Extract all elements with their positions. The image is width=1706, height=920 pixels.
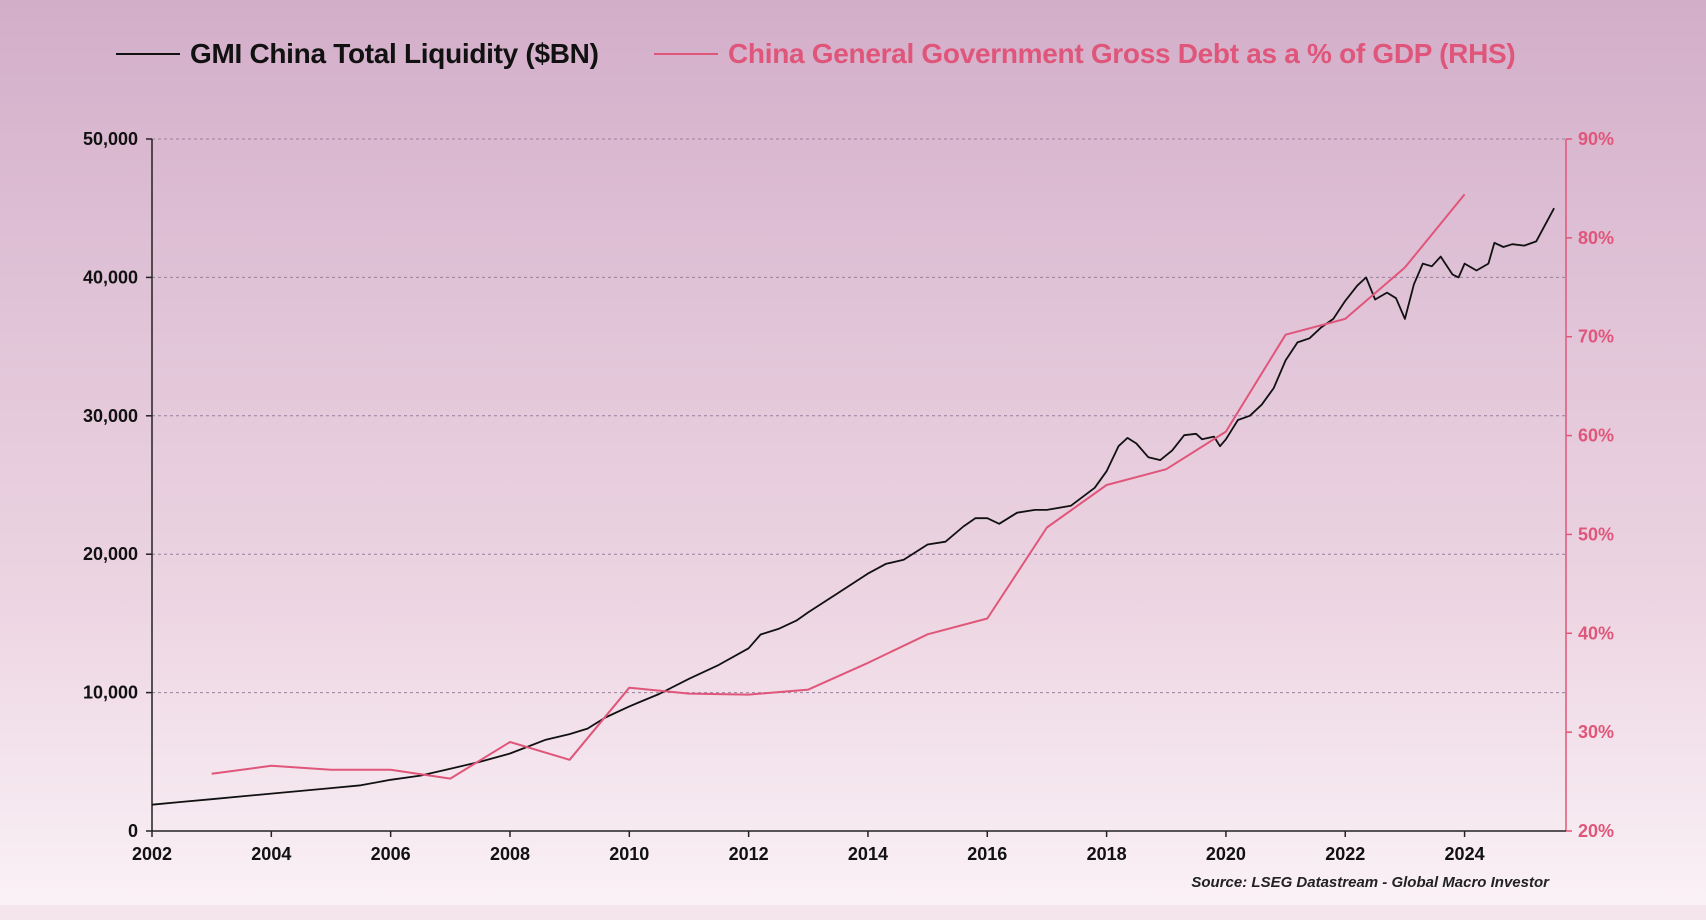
left-axis-tick-label: 0	[128, 821, 138, 841]
x-axis-tick-label: 2002	[132, 844, 172, 864]
debt-series-line	[211, 193, 1466, 780]
right-axis-tick-label: 90%	[1578, 129, 1614, 149]
chart-legend: GMI China Total Liquidity ($BN) China Ge…	[0, 38, 1706, 78]
right-axis-tick-label: 80%	[1578, 228, 1614, 248]
x-axis-tick-label: 2006	[371, 844, 411, 864]
x-axis-tick-label: 2004	[251, 844, 291, 864]
x-axis-tick-label: 2016	[967, 844, 1007, 864]
right-axis-tick-label: 40%	[1578, 623, 1614, 643]
liquidity-series-line	[151, 207, 1555, 806]
bottom-strip	[0, 905, 1706, 920]
right-axis-tick-label: 30%	[1578, 722, 1614, 742]
left-axis-tick-label: 30,000	[83, 406, 138, 426]
legend-line-debt	[654, 53, 718, 55]
right-axis-tick-label: 50%	[1578, 524, 1614, 544]
legend-label-liquidity: GMI China Total Liquidity ($BN)	[190, 38, 599, 69]
x-axis-tick-label: 2012	[729, 844, 769, 864]
x-axis-tick-label: 2010	[609, 844, 649, 864]
left-axis-tick-label: 20,000	[83, 544, 138, 564]
right-axis-tick-label: 70%	[1578, 327, 1614, 347]
x-axis-tick-label: 2020	[1206, 844, 1246, 864]
left-axis-tick-label: 40,000	[83, 267, 138, 287]
x-axis-tick-label: 2022	[1325, 844, 1365, 864]
right-axis-tick-label: 20%	[1578, 821, 1614, 841]
legend-item-debt: China General Government Gross Debt as a…	[654, 38, 1516, 70]
x-axis-tick-label: 2008	[490, 844, 530, 864]
legend-label-debt: China General Government Gross Debt as a…	[728, 38, 1516, 69]
right-axis-tick-label: 60%	[1578, 426, 1614, 446]
legend-item-liquidity: GMI China Total Liquidity ($BN)	[116, 38, 599, 70]
x-axis-tick-label: 2024	[1445, 844, 1485, 864]
left-axis-tick-label: 10,000	[83, 683, 138, 703]
source-note: Source: LSEG Datastream - Global Macro I…	[1191, 874, 1549, 891]
left-axis-tick-label: 50,000	[83, 129, 138, 149]
legend-line-liquidity	[116, 53, 180, 55]
x-axis-tick-label: 2014	[848, 844, 888, 864]
x-axis-tick-label: 2018	[1087, 844, 1127, 864]
